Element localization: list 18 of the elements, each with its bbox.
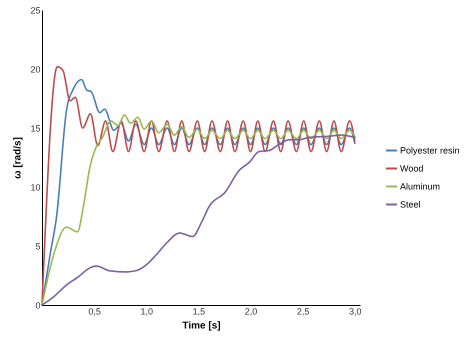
x-tick-label: 1,0 [140, 306, 154, 316]
y-tick-label: 25 [30, 6, 40, 16]
x-axis-title: Time [s] [182, 320, 221, 332]
y-tick-label: 0 [35, 300, 40, 310]
legend-label: Aluminum [400, 182, 440, 192]
legend-label: Polyester resin [400, 146, 460, 156]
y-tick-label: 15 [30, 124, 40, 134]
x-tick-label: 2,5 [296, 306, 310, 316]
y-tick-label: 10 [30, 182, 40, 192]
y-tick-label: 5 [35, 242, 40, 252]
legend-label: Steel [400, 200, 421, 210]
x-tick-label: 1,5 [192, 306, 206, 316]
y-axis-title: ω [rad/s] [12, 137, 24, 179]
y-tick-label: 20 [30, 64, 40, 74]
x-tick-label: 2,0 [244, 306, 258, 316]
x-tick-label: 0,5 [88, 306, 101, 316]
legend-label: Wood [400, 164, 424, 174]
x-tick-label: 3,0 [349, 306, 362, 316]
